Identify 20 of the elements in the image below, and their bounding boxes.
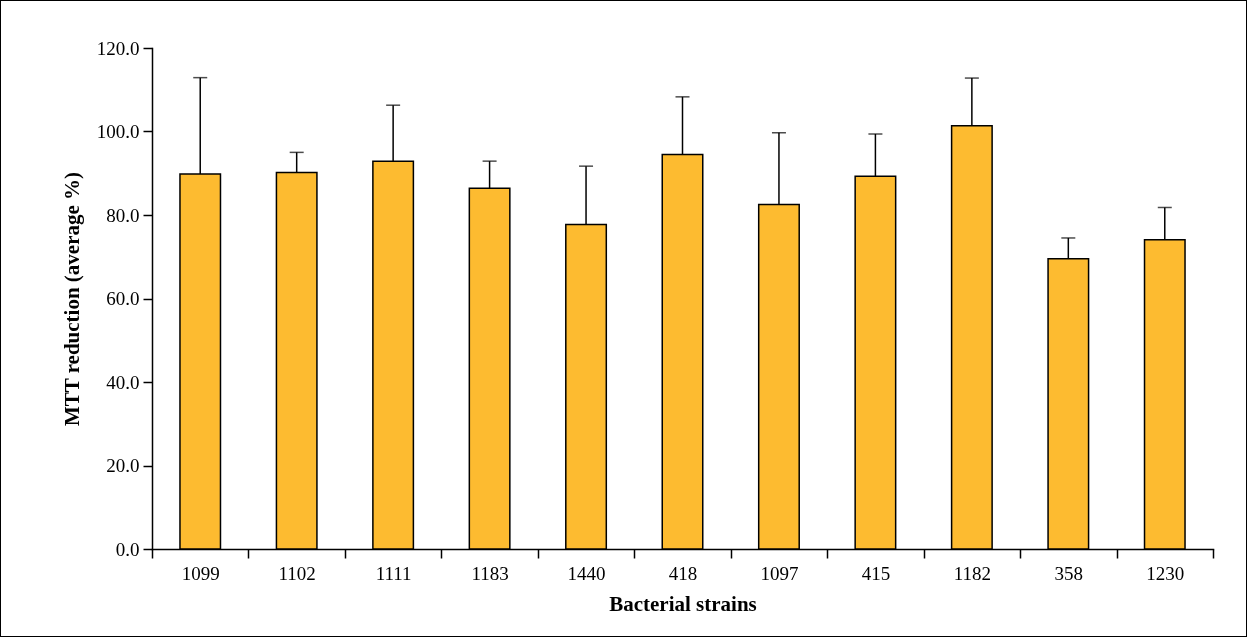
- y-tick-label: 100.0: [96, 121, 140, 142]
- y-tick-label: 80.0: [106, 204, 140, 226]
- y-tick-label: 40.0: [106, 371, 140, 393]
- x-tick-label: 415: [861, 562, 891, 584]
- y-tick-label: 120.0: [96, 37, 140, 59]
- x-tick-label: 1440: [567, 562, 606, 584]
- x-axis-title: Bacterial strains: [609, 591, 757, 616]
- x-tick-label: 1102: [278, 562, 316, 584]
- x-tick-label: 1182: [953, 562, 992, 584]
- y-axis-title: MTT reduction (average %): [59, 171, 84, 427]
- y-tick-label: 20.0: [106, 455, 140, 476]
- x-tick-label: 1111: [375, 562, 412, 584]
- y-tick-label: 0.0: [115, 538, 140, 560]
- y-tick-label: 60.0: [106, 288, 140, 309]
- x-tick-label: 1230: [1146, 562, 1185, 584]
- x-tick-label: 418: [668, 562, 698, 584]
- x-tick-label: 1097: [760, 562, 799, 584]
- x-tick-label: 358: [1054, 562, 1084, 584]
- x-tick-label: 1183: [471, 562, 509, 584]
- x-tick-label: 1099: [181, 562, 220, 584]
